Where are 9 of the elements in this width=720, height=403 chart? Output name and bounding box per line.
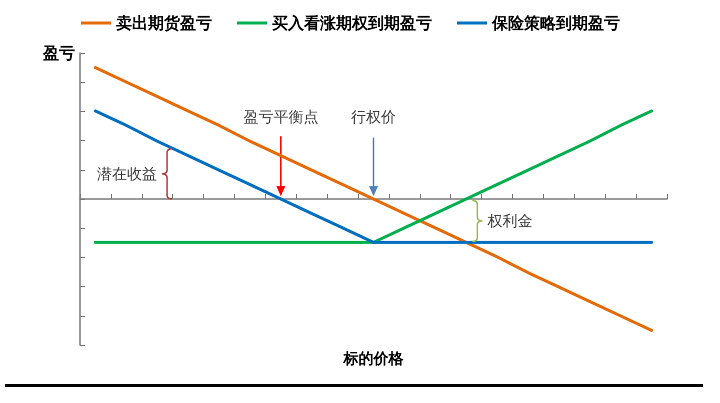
annotation: 权利金 (486, 212, 532, 230)
legend-label: 保险策略到期盈亏 (491, 14, 620, 32)
y-axis-title: 盈亏 (42, 44, 75, 62)
legend-label: 买入看涨期权到期盈亏 (272, 14, 432, 32)
x-axis-title: 标的价格 (342, 350, 404, 368)
legend-label: 卖出期货盈亏 (116, 14, 212, 32)
annotation: 潜在收益 (97, 164, 158, 183)
annotation: 行权价 (351, 108, 396, 126)
annotation: 盈亏平衡点 (243, 108, 318, 126)
